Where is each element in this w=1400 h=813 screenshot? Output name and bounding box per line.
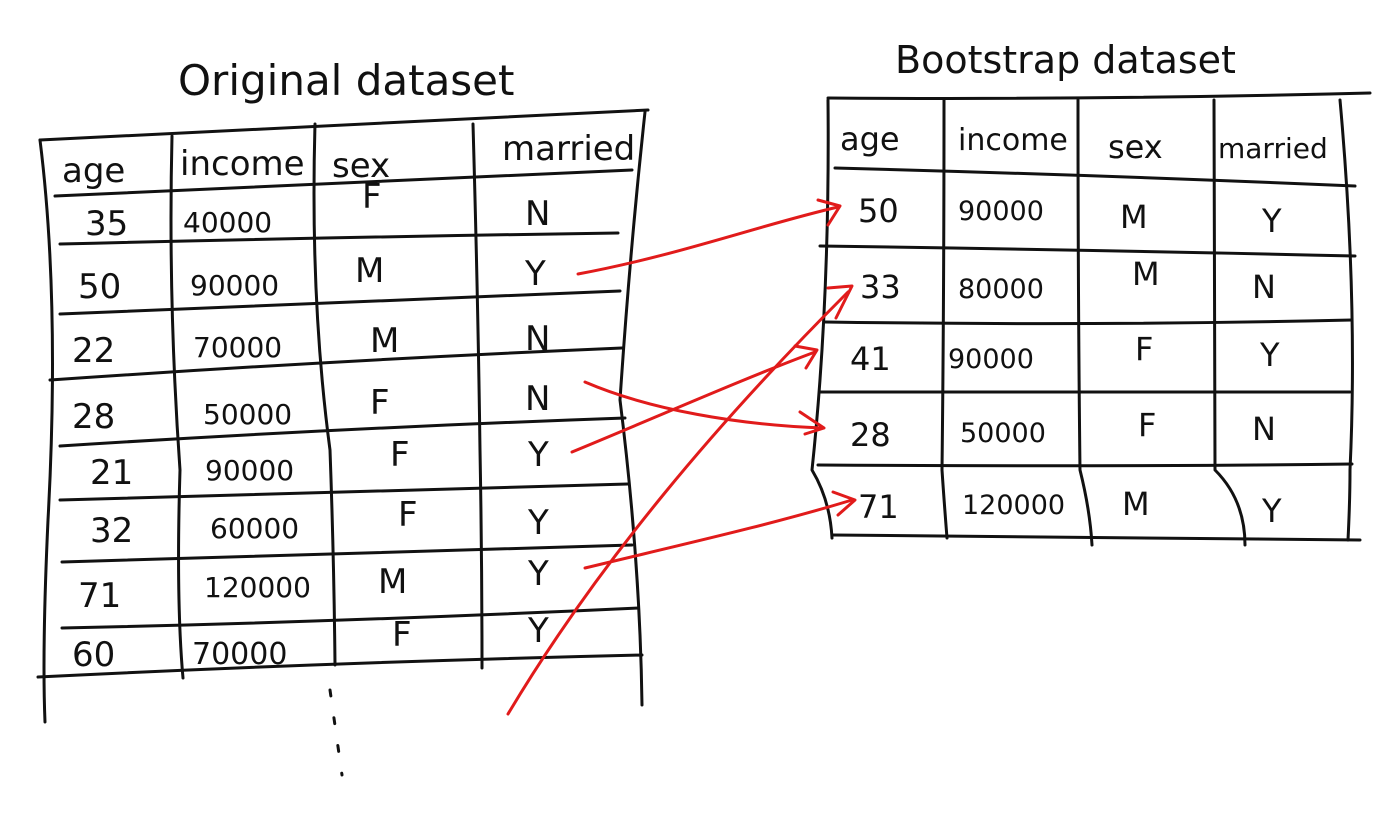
original-cell: 22 bbox=[72, 331, 115, 371]
bootstrap-header-income: income bbox=[958, 123, 1068, 158]
bootstrap-cell: 41 bbox=[850, 340, 891, 378]
original-cell: F bbox=[370, 383, 390, 423]
original-cell: Y bbox=[527, 435, 549, 475]
bootstrap-header-age: age bbox=[840, 120, 900, 158]
bootstrap-cell: F bbox=[1138, 406, 1156, 444]
original-cell: 40000 bbox=[183, 206, 272, 239]
bootstrap-header-sex: sex bbox=[1108, 128, 1163, 166]
bootstrap-cell: Y bbox=[1261, 492, 1282, 530]
arrowhead-row-28 bbox=[800, 412, 824, 434]
original-cell: 90000 bbox=[205, 454, 294, 487]
bootstrap-cell: Y bbox=[1261, 202, 1282, 240]
bootstrap-cell: 28 bbox=[850, 416, 891, 454]
original-header-income: income bbox=[180, 144, 305, 184]
bootstrap-dataset-title: Bootstrap dataset bbox=[895, 38, 1236, 82]
bootstrap-header-married: married bbox=[1218, 132, 1328, 165]
bootstrap-cell: 120000 bbox=[962, 490, 1065, 521]
original-cell: N bbox=[525, 319, 550, 359]
original-cell: 90000 bbox=[190, 269, 279, 302]
original-cell: 60 bbox=[72, 635, 115, 675]
original-cell: F bbox=[362, 177, 382, 217]
arrow-row-21 bbox=[572, 352, 815, 452]
original-cell: 21 bbox=[90, 453, 133, 493]
bootstrap-cell: F bbox=[1135, 330, 1153, 368]
original-cell: F bbox=[398, 495, 418, 535]
original-cell: N bbox=[525, 194, 550, 234]
bootstrap-cell: M bbox=[1122, 485, 1150, 523]
original-header-age: age bbox=[62, 151, 125, 191]
original-cell: 50 bbox=[78, 267, 121, 307]
original-cell: M bbox=[378, 562, 407, 602]
original-table-grid bbox=[38, 110, 648, 775]
original-cell: 50000 bbox=[203, 398, 292, 431]
sampling-arrows bbox=[508, 200, 855, 714]
more-rows-ellipsis: ⋮ bbox=[325, 744, 365, 790]
original-cell: 35 bbox=[85, 204, 128, 244]
original-cell: M bbox=[370, 321, 399, 361]
bootstrap-cell: 50 bbox=[858, 192, 899, 230]
bootstrap-cell: N bbox=[1252, 268, 1276, 306]
original-header-married: married bbox=[502, 129, 635, 169]
original-cell: F bbox=[392, 615, 412, 655]
original-cell: M bbox=[355, 251, 384, 291]
bootstrap-cell: N bbox=[1252, 410, 1276, 448]
original-cell: 71 bbox=[78, 576, 121, 616]
arrow-unseen-row bbox=[508, 292, 848, 714]
original-cell: 70000 bbox=[193, 331, 282, 364]
bootstrap-cell: M bbox=[1120, 198, 1148, 236]
original-cell: F bbox=[390, 435, 410, 475]
bootstrap-cell: 33 bbox=[860, 268, 901, 306]
bootstrap-cell: 90000 bbox=[958, 196, 1044, 227]
original-cell: 70000 bbox=[192, 637, 287, 672]
original-cell: 32 bbox=[90, 511, 133, 551]
original-cell: Y bbox=[524, 254, 546, 294]
original-table-text: age income sex married 35 40000 F N 50 9… bbox=[62, 129, 635, 675]
original-cell: 28 bbox=[72, 397, 115, 437]
original-cell: Y bbox=[527, 554, 549, 594]
bootstrap-cell: M bbox=[1132, 255, 1160, 293]
original-cell: 60000 bbox=[210, 512, 299, 545]
bootstrap-cell: Y bbox=[1259, 336, 1280, 374]
bootstrap-cell: 50000 bbox=[960, 418, 1046, 449]
original-cell: 120000 bbox=[204, 571, 311, 604]
bootstrap-cell: 80000 bbox=[958, 274, 1044, 305]
original-cell: Y bbox=[527, 611, 549, 651]
bootstrap-cell: 71 bbox=[858, 488, 899, 526]
original-cell: N bbox=[525, 379, 550, 419]
arrow-row-71 bbox=[585, 500, 852, 568]
bootstrap-cell: 90000 bbox=[948, 344, 1034, 375]
original-dataset-title: Original dataset bbox=[178, 56, 515, 105]
original-cell: Y bbox=[527, 503, 549, 543]
arrow-row-50 bbox=[578, 207, 838, 274]
